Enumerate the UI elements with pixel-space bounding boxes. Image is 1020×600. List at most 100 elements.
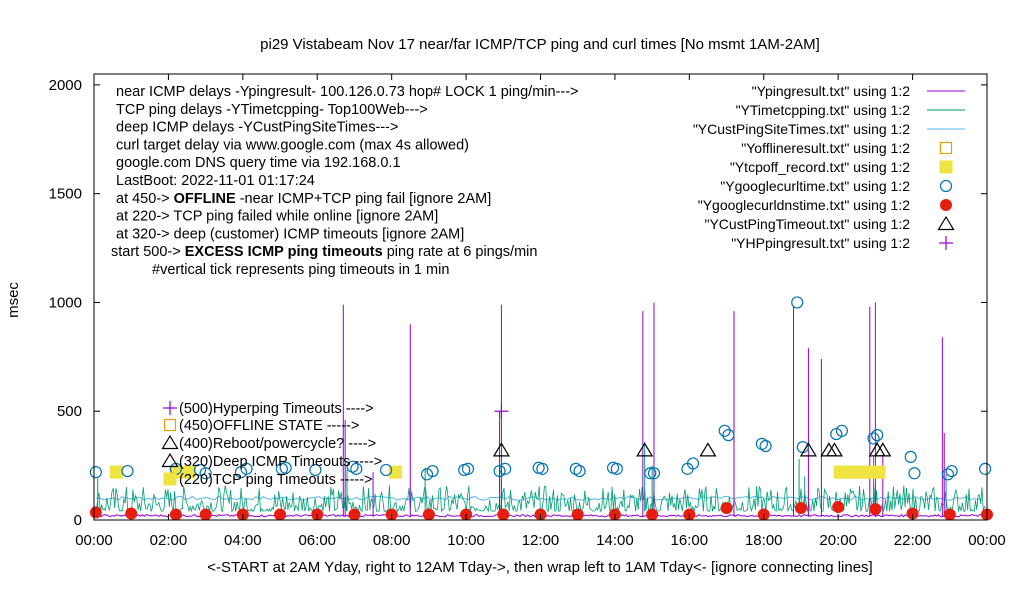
legend: "Ypingresult.txt" using 1:2 "YTimetcpping… [693,83,965,251]
legend-marker [940,199,952,211]
data-point [499,462,512,475]
data-point [945,464,958,478]
data-point [871,429,884,442]
data-point [791,296,804,309]
x-tick-label: 18:00 [745,532,783,549]
annotation-label: (450)OFFLINE STATE -----> [179,418,359,434]
note-line: TCP ping delays -YTimetcpping- Top100Web… [116,102,428,118]
note-segment: at 220-> TCP ping failed while online [i… [116,209,438,225]
x-axis-label: <-START at 2AM Yday, right to 12AM Tday-… [207,559,872,576]
note-segment: -near ICMP+TCP ping fail [ignore 2AM] [236,191,492,207]
data-point [720,502,733,515]
data-point [125,507,138,520]
legend-label: "YCustPingSiteTimes.txt" using 1:2 [693,121,910,137]
legend-label: "Yofflineresult.txt" using 1:2 [741,140,910,156]
note-line: near ICMP delays -Ypingresult- 100.126.0… [116,84,579,100]
note-segment: ping rate at 6 pings/min [383,244,538,260]
legend-marker [939,179,953,193]
data-point [169,508,182,521]
x-tick-label: 10:00 [447,532,485,549]
data-point [867,432,880,445]
data-point [686,457,700,470]
series-timetcpping [95,485,985,513]
data-point [941,468,955,481]
data-point [461,462,475,475]
data-point [89,506,102,519]
data-point [182,465,196,479]
x-tick-label: 14:00 [596,532,634,549]
legend-label: "Ygooglecurldnstime.txt" using 1:2 [698,197,910,213]
series-custpingsitetimes [95,495,982,501]
note-segment: start 500-> [111,244,185,260]
marker-annotations: (500)Hyperping Timeouts ---->(450)OFFLIN… [161,401,382,488]
data-point [759,439,772,453]
x-tick-label: 00:00 [75,532,113,549]
y-axis-label: msec [5,282,22,318]
series-layer [89,296,993,521]
note-segment: google.com DNS query time via 192.168.0.… [116,155,401,171]
data-point [832,500,845,513]
legend-label: "Ypingresult.txt" using 1:2 [752,83,911,99]
x-tick-label: 08:00 [373,532,411,549]
data-point [820,442,838,457]
data-point [908,467,921,480]
x-tick-label: 02:00 [150,532,188,549]
data-point [825,442,844,457]
data-point [868,442,886,457]
x-tick-label: 04:00 [224,532,262,549]
annotation-label: (320)Deep ICMP Timeouts ----> [179,454,382,470]
y-tick-label: 2000 [49,77,82,94]
data-point [699,442,717,457]
legend-marker [937,215,955,231]
data-point [379,463,393,477]
data-point [647,467,661,480]
note-segment: curl target delay via www.google.com (ma… [116,137,469,153]
legend-label: "YHPpingresult.txt" using 1:2 [731,235,910,251]
data-point [799,442,817,457]
legend-label: "Ytcpoff_record.txt" using 1:2 [730,159,910,175]
note-line: deep ICMP delays -YCustPingSiteTimes---> [116,120,398,136]
data-point [906,507,919,520]
legend-label: "YCustPingTimeout.txt" using 1:2 [704,216,910,232]
data-point [943,508,956,521]
annotation-label: (500)Hyperping Timeouts ----> [179,401,374,417]
data-point [199,508,212,521]
note-line: at 220-> TCP ping failed while online [i… [116,209,438,225]
data-point [199,467,212,480]
note-line: start 500-> EXCESS ICMP ping timeouts pi… [111,244,537,260]
data-point [350,462,363,475]
data-point [492,442,510,457]
note-line: google.com DNS query time via 192.168.0.… [116,155,401,171]
note-line: at 450-> OFFLINE -near ICMP+TCP ping fai… [116,191,491,207]
y-tick-label: 500 [57,403,82,420]
plot-frame [93,73,988,521]
data-point [493,464,506,478]
note-line: at 320-> deep (customer) ICMP timeouts [… [116,226,464,242]
annotation-marker [163,472,177,486]
data-point [722,429,735,442]
legend-label: "Ygooglecurltime.txt" using 1:2 [720,178,910,194]
note-segment: near ICMP delays -Ypingresult- 100.126.0… [116,84,579,100]
y-tick-label: 0 [74,512,82,529]
annotation-marker [161,452,179,468]
data-point [835,424,848,437]
data-point [904,450,917,464]
notes-block: near ICMP delays -Ypingresult- 100.126.0… [111,84,579,278]
note-segment: OFFLINE [174,191,236,207]
data-point [636,442,654,457]
annotation-marker [161,434,179,450]
note-segment: LastBoot: 2022-11-01 01:17:24 [116,173,315,189]
data-point [979,462,992,475]
data-point [426,464,439,478]
note-segment: at 450-> [116,191,174,207]
data-point [536,462,549,475]
data-point [279,461,292,474]
data-point [309,463,322,477]
note-segment: at 320-> deep (customer) ICMP timeouts [… [116,226,464,242]
data-point [869,503,882,516]
chart-title: pi29 Vistabeam Nov 17 near/far ICMP/TCP … [260,36,820,53]
note-line: LastBoot: 2022-11-01 01:17:24 [116,173,315,189]
data-point [646,508,659,521]
data-point [644,467,657,480]
